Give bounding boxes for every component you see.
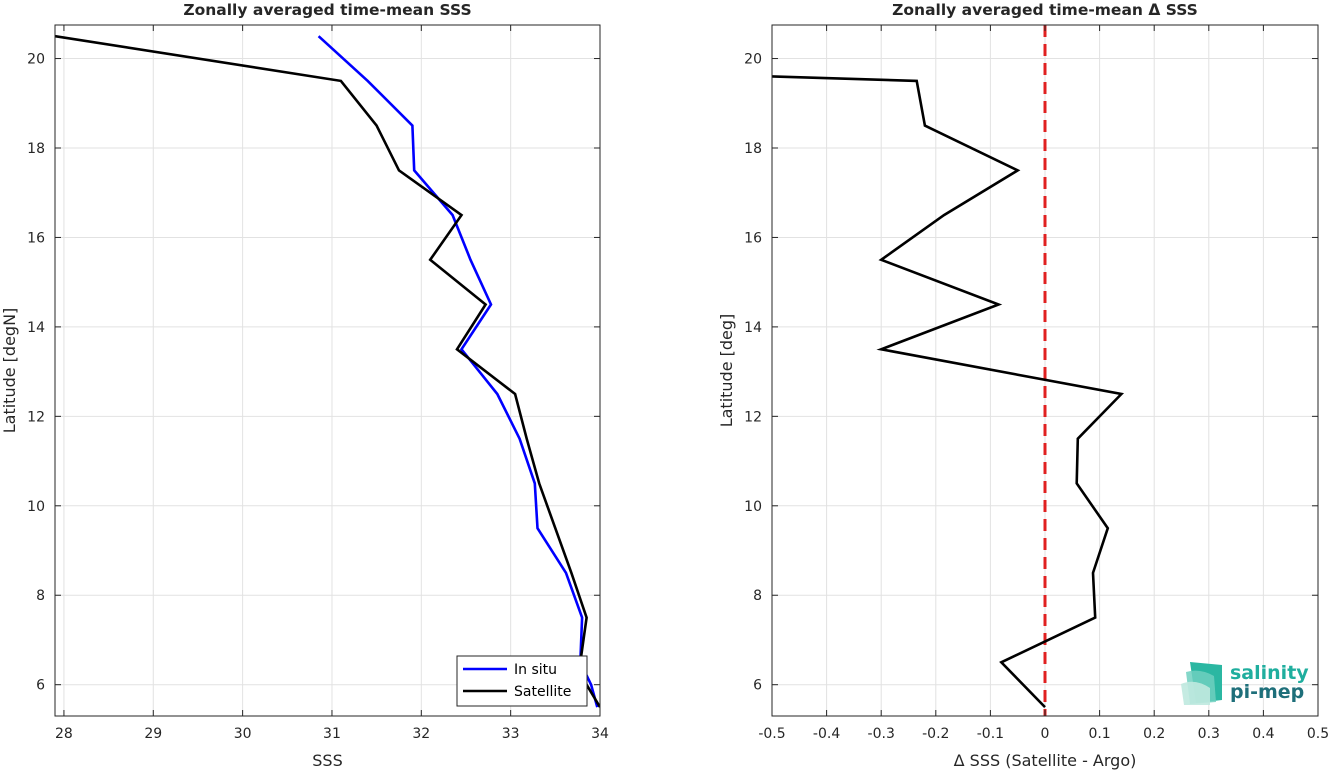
x-tick-label-7: 0.2 [1143,726,1165,742]
y-tick-label-5: 16 [744,230,762,246]
x-tick-label-1: 29 [144,726,162,742]
x-tick-label-10: 0.5 [1307,726,1329,742]
y-tick-label-2: 10 [27,499,45,515]
legend-label-0: In situ [514,662,557,678]
series-line-satellite [55,34,600,708]
x-tick-label-3: -0.2 [922,726,949,742]
x-tick-label-5: 33 [502,726,520,742]
x-tick-label-0: 28 [55,726,73,742]
x-tick-label-6: 34 [591,726,609,742]
y-tick-label-4: 14 [744,320,762,336]
x-tick-label-8: 0.3 [1198,726,1220,742]
y-tick-label-3: 12 [27,409,45,425]
series-line-0 [772,75,1125,709]
salinity-pi-mep-logo: salinity pi-mep [1181,662,1309,705]
y-axis-label: Latitude [degN] [0,308,19,434]
y-tick-label-7: 20 [27,52,45,68]
y-tick-label-5: 16 [27,230,45,246]
y-tick-label-0: 6 [36,678,45,694]
left-axes: 28 29 30 31 32 33 34 6 8 10 12 14 16 18 20 Zonally aver… [0,1,609,770]
y-tick-label-7: 20 [744,52,762,68]
x-tick-label-6: 0.1 [1088,726,1110,742]
y-tick-label-4: 14 [27,320,45,336]
right-axes: -0.5 -0.4 -0.3 -0.2 -0.1 0 0.1 0.2 0.3 0.4 0.5 6 8 10… [717,1,1329,770]
x-tick-label-4: -0.1 [977,726,1004,742]
legend-box [456,655,588,707]
legend: In situ Satellite [456,655,588,707]
y-tick-label-6: 18 [27,141,45,157]
legend-label-1: Satellite [514,684,571,700]
y-tick-label-1: 8 [753,588,762,604]
x-tick-label-2: -0.3 [868,726,895,742]
x-tick-label-4: 32 [412,726,430,742]
x-axis-label: SSS [312,751,342,770]
y-tick-label-3: 12 [744,409,762,425]
axes-box [54,24,601,717]
x-tick-label-5: 0 [1041,726,1050,742]
y-tick-label-2: 10 [744,499,762,515]
y-axis-label: Latitude [deg] [717,314,736,428]
x-tick-label-9: 0.4 [1252,726,1274,742]
series-line-in-situ [317,35,599,708]
wave-icon [1181,662,1222,705]
y-tick-label-6: 18 [744,141,762,157]
x-tick-label-3: 31 [323,726,341,742]
logo-line1: salinity [1230,662,1309,684]
y-tick-label-0: 6 [753,678,762,694]
x-tick-label-0: -0.5 [758,726,785,742]
y-tick-label-1: 8 [36,588,45,604]
chart-title: Zonally averaged time-mean SSS [183,1,471,19]
x-axis-label: Δ SSS (Satellite - Argo) [954,751,1137,770]
x-tick-label-1: -0.4 [813,726,840,742]
x-tick-label-2: 30 [234,726,252,742]
logo-line2: pi-mep [1230,681,1304,703]
chart-title: Zonally averaged time-mean Δ SSS [892,1,1198,19]
